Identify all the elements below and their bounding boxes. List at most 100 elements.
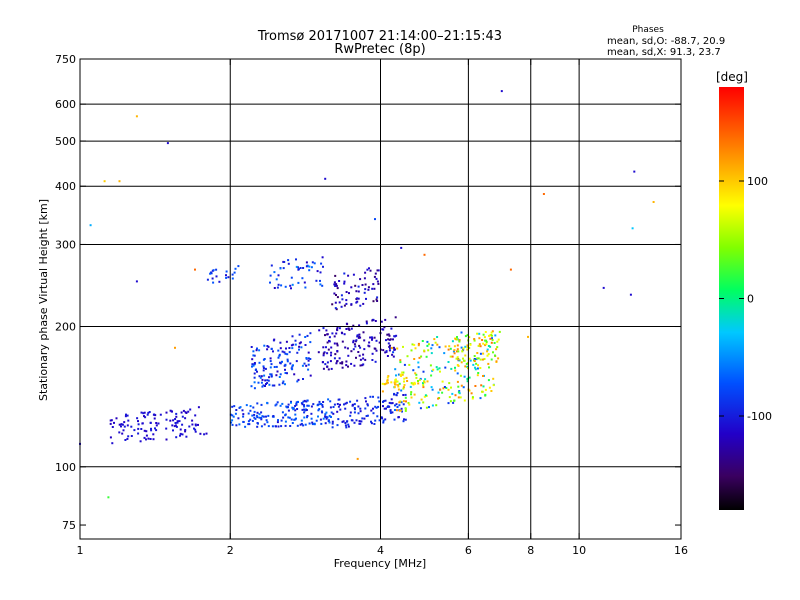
data-point bbox=[153, 417, 156, 420]
data-point bbox=[247, 412, 250, 415]
data-point bbox=[336, 287, 339, 290]
data-point bbox=[468, 336, 471, 339]
data-point bbox=[143, 429, 146, 432]
data-point bbox=[329, 400, 332, 403]
data-point bbox=[322, 401, 325, 403]
data-point bbox=[436, 368, 439, 371]
data-point bbox=[252, 364, 255, 367]
data-point bbox=[490, 341, 493, 344]
data-point bbox=[421, 340, 424, 342]
data-point bbox=[307, 351, 310, 354]
data-point bbox=[483, 336, 486, 339]
data-point bbox=[336, 403, 339, 405]
data-point bbox=[301, 408, 304, 411]
data-point bbox=[389, 409, 392, 412]
data-point bbox=[387, 338, 390, 341]
data-point bbox=[298, 342, 301, 345]
data-point bbox=[398, 401, 401, 404]
data-point bbox=[489, 345, 492, 348]
data-point bbox=[320, 410, 323, 413]
data-point bbox=[402, 420, 405, 423]
data-point bbox=[355, 290, 358, 293]
data-point bbox=[361, 284, 364, 286]
data-point bbox=[278, 354, 281, 357]
data-point bbox=[335, 308, 338, 311]
data-point bbox=[487, 353, 490, 356]
data-point bbox=[388, 334, 391, 337]
data-point bbox=[303, 362, 306, 365]
data-point bbox=[359, 410, 362, 413]
data-point bbox=[392, 338, 394, 341]
data-point bbox=[324, 363, 327, 366]
data-point bbox=[468, 389, 471, 392]
data-point bbox=[289, 284, 292, 287]
data-point bbox=[477, 364, 479, 367]
data-point bbox=[280, 425, 283, 428]
data-point bbox=[481, 390, 483, 393]
data-point bbox=[175, 436, 178, 439]
data-point bbox=[264, 379, 267, 382]
data-point bbox=[377, 405, 380, 408]
data-point bbox=[89, 224, 92, 227]
data-point bbox=[321, 405, 324, 408]
data-point bbox=[363, 348, 366, 351]
data-point bbox=[417, 361, 420, 364]
data-point bbox=[291, 335, 294, 338]
data-point bbox=[270, 373, 273, 376]
data-point bbox=[388, 349, 391, 352]
data-point bbox=[306, 416, 308, 419]
data-point bbox=[468, 376, 471, 379]
data-point bbox=[345, 302, 348, 305]
data-point bbox=[152, 433, 155, 436]
data-point bbox=[382, 400, 384, 403]
data-point bbox=[456, 350, 458, 353]
data-point bbox=[184, 429, 187, 431]
data-point bbox=[444, 366, 447, 369]
data-point bbox=[347, 327, 350, 330]
data-point bbox=[333, 403, 336, 406]
data-point bbox=[275, 365, 278, 368]
data-point bbox=[371, 338, 373, 341]
data-point bbox=[427, 343, 430, 346]
data-point bbox=[136, 417, 139, 420]
data-point bbox=[336, 326, 339, 329]
data-point bbox=[302, 267, 305, 269]
data-point bbox=[247, 423, 250, 426]
data-point bbox=[185, 435, 188, 438]
data-point bbox=[301, 364, 304, 367]
data-point bbox=[431, 344, 434, 347]
data-point bbox=[350, 327, 353, 330]
data-point bbox=[377, 269, 380, 272]
data-point bbox=[359, 346, 362, 349]
data-point bbox=[296, 424, 299, 427]
data-point bbox=[232, 415, 235, 418]
data-point bbox=[370, 409, 373, 412]
data-point bbox=[256, 347, 258, 350]
data-point bbox=[477, 344, 480, 347]
data-point bbox=[435, 404, 438, 407]
data-point bbox=[431, 388, 434, 391]
data-point bbox=[488, 334, 490, 337]
data-point bbox=[388, 345, 391, 348]
data-point bbox=[456, 356, 459, 359]
data-point bbox=[194, 428, 197, 431]
data-point bbox=[295, 402, 298, 405]
data-point bbox=[389, 344, 391, 347]
data-point bbox=[335, 284, 338, 287]
data-point bbox=[231, 405, 234, 408]
data-point bbox=[278, 383, 281, 386]
data-point bbox=[393, 418, 396, 421]
data-point bbox=[405, 376, 408, 379]
data-point bbox=[336, 350, 339, 352]
data-point bbox=[212, 269, 215, 272]
data-point bbox=[302, 400, 305, 403]
data-point bbox=[253, 381, 256, 384]
data-point bbox=[121, 432, 124, 435]
data-point bbox=[527, 335, 529, 338]
data-point bbox=[317, 351, 320, 354]
data-point bbox=[287, 406, 289, 409]
data-point bbox=[331, 420, 334, 423]
data-point bbox=[374, 419, 377, 422]
data-point bbox=[270, 375, 273, 378]
data-point bbox=[336, 296, 339, 299]
